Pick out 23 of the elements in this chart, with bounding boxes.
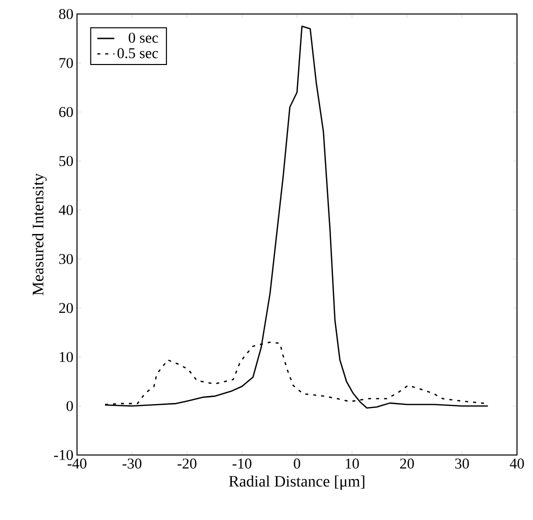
x-tick-label: -20	[178, 458, 196, 469]
y-axis-title: Measured Intensity	[32, 173, 47, 296]
x-tick-label: 30	[455, 458, 469, 469]
x-tick-label: 20	[400, 458, 414, 469]
y-tick-label: 0	[66, 400, 73, 412]
x-tick-label: 10	[346, 458, 359, 469]
y-tick-label: 80	[59, 8, 73, 20]
legend-label: 0.5 sec	[118, 48, 158, 58]
y-tick-label: 20	[59, 302, 73, 314]
x-axis-title: Radial Distance [μm]	[228, 475, 364, 490]
legend-label: 0 sec	[128, 32, 158, 43]
x-tick-label: -30	[122, 458, 142, 469]
y-tick-label: 60	[59, 106, 73, 118]
y-tick-label: -10	[54, 450, 73, 460]
x-tick-label: 0	[294, 458, 300, 469]
x-tick-label: -10	[232, 458, 252, 469]
y-tick-label: 40	[58, 204, 73, 216]
y-tick-label: 30	[59, 254, 73, 264]
x-tick-label: 40	[510, 458, 524, 469]
y-tick-label: 10	[60, 352, 73, 362]
x-tick-label: -40	[68, 458, 86, 469]
y-tick-label: 50	[59, 156, 73, 166]
y-tick-label: 70	[60, 58, 73, 68]
